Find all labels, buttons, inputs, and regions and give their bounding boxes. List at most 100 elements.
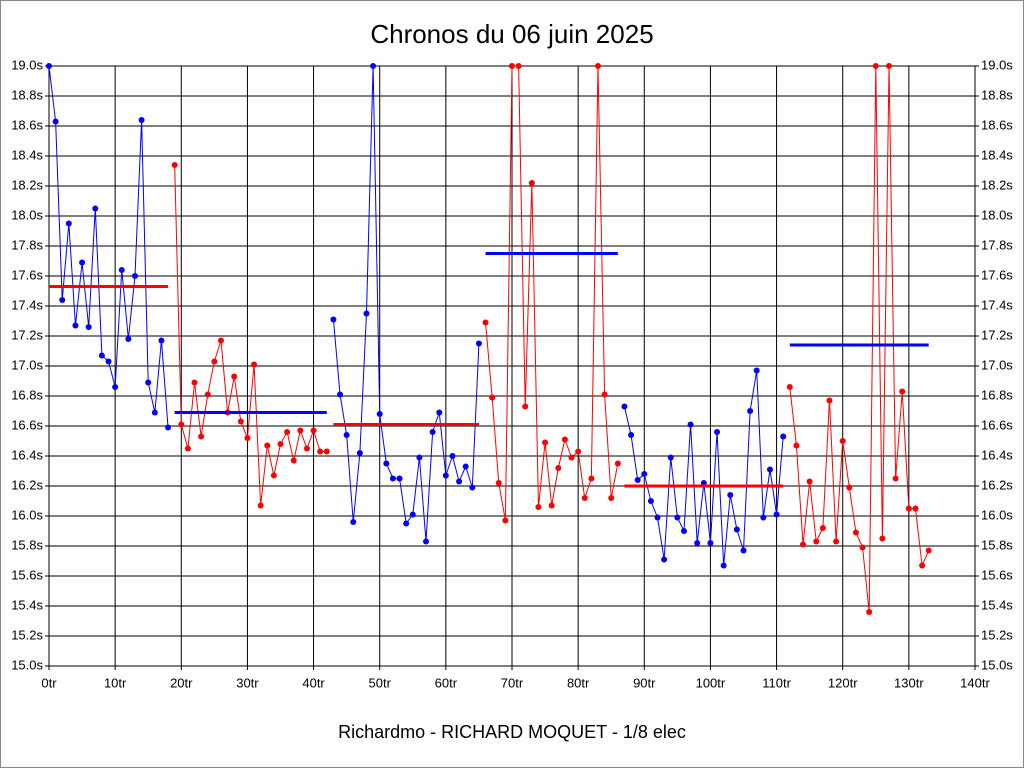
lap-point: [72, 322, 79, 329]
lap-point: [436, 409, 443, 416]
lap-point: [905, 505, 912, 512]
lap-point: [423, 538, 430, 545]
lap-point: [819, 525, 826, 531]
lap-point: [125, 336, 132, 342]
y2-tick-label: 16.4s: [981, 447, 1013, 462]
lap-point: [548, 502, 555, 509]
x-tick-label: 0tr: [41, 675, 57, 690]
x-tick-label: 110tr: [762, 675, 791, 690]
lap-point: [118, 267, 125, 273]
lap-point: [469, 484, 476, 491]
y-tick-label: 17.4s: [11, 297, 43, 312]
y-tick-label: 18.2s: [11, 177, 43, 192]
y2-tick-label: 15.4s: [981, 597, 1013, 612]
y2-tick-label: 17.0s: [981, 357, 1013, 372]
lap-point: [165, 424, 172, 431]
lap-point: [217, 337, 224, 344]
y2-tick-label: 15.2s: [981, 627, 1013, 642]
lap-point: [522, 403, 529, 410]
lap-point: [647, 498, 654, 504]
lap-point: [303, 445, 310, 452]
y2-tick-label: 17.8s: [981, 237, 1013, 252]
y-tick-label: 19.0s: [11, 57, 43, 72]
lap-point: [601, 391, 608, 398]
lap-point: [826, 397, 833, 404]
lap-point: [614, 460, 621, 467]
lap-point: [813, 538, 820, 545]
lap-point: [879, 535, 886, 542]
y2-tick-label: 17.2s: [981, 327, 1013, 342]
lap-point: [112, 384, 119, 390]
lap-point: [561, 436, 568, 443]
lap-point: [859, 544, 866, 551]
lap-point: [641, 471, 648, 477]
lap-point: [449, 453, 456, 459]
lap-point: [753, 367, 760, 374]
lap-point: [720, 562, 727, 569]
lap-point: [59, 297, 66, 303]
lap-point: [806, 478, 813, 485]
lap-point: [98, 352, 105, 359]
lap-point: [839, 438, 846, 444]
y2-tick-label: 17.4s: [981, 297, 1013, 312]
lap-point: [264, 442, 271, 449]
lap-point: [184, 445, 191, 452]
y-tick-label: 18.8s: [11, 87, 43, 102]
lap-point: [270, 472, 277, 479]
lap-point: [509, 63, 515, 69]
lap-point: [376, 411, 383, 417]
lap-point: [389, 475, 396, 482]
lap-point: [780, 433, 787, 440]
lap-point: [628, 432, 635, 438]
lap-point: [211, 358, 218, 365]
lap-point: [79, 259, 86, 266]
lap-point: [105, 358, 112, 365]
lap-point: [52, 118, 59, 125]
lap-point: [528, 180, 535, 186]
lap-point: [727, 492, 734, 498]
lap-point: [356, 450, 363, 456]
lap-point: [535, 504, 542, 510]
lap-point: [886, 63, 893, 69]
lap-point: [416, 454, 423, 461]
lap-point: [714, 429, 721, 435]
lap-point: [654, 514, 661, 521]
y2-tick-label: 16.0s: [981, 507, 1013, 522]
lap-point: [899, 388, 906, 395]
y2-tick-label: 16.2s: [981, 477, 1013, 492]
y2-tick-label: 18.6s: [981, 117, 1013, 132]
lap-point: [151, 409, 158, 416]
y-tick-label: 18.4s: [11, 147, 43, 162]
lap-point: [46, 63, 52, 69]
lap-point: [489, 394, 496, 401]
y-tick-label: 16.2s: [11, 477, 43, 492]
y2-tick-label: 18.4s: [981, 147, 1013, 162]
lap-point: [594, 63, 601, 69]
lap-point: [766, 466, 773, 473]
lap-point: [800, 541, 807, 548]
lap-point: [773, 511, 780, 518]
x-tick-label: 80tr: [567, 675, 590, 690]
y-tick-label: 18.0s: [11, 207, 43, 222]
lap-point: [297, 427, 304, 434]
lap-point: [396, 475, 403, 482]
lap-point: [231, 373, 238, 380]
y2-tick-label: 16.6s: [981, 417, 1013, 432]
lap-point: [872, 63, 879, 69]
lap-point: [919, 562, 926, 569]
x-tick-label: 130tr: [894, 675, 924, 690]
y-tick-label: 15.4s: [11, 597, 43, 612]
lap-point: [330, 316, 337, 323]
lap-point: [733, 526, 740, 533]
x-tick-label: 50tr: [369, 675, 392, 690]
y-tick-label: 16.8s: [11, 387, 43, 402]
lap-point: [866, 609, 873, 615]
x-tick-label: 60tr: [435, 675, 458, 690]
lap-point: [568, 454, 575, 461]
lap-point: [370, 63, 377, 69]
y2-tick-label: 19.0s: [981, 57, 1013, 72]
lap-point: [833, 538, 840, 545]
lap-point: [442, 472, 449, 479]
lap-point: [383, 460, 390, 467]
